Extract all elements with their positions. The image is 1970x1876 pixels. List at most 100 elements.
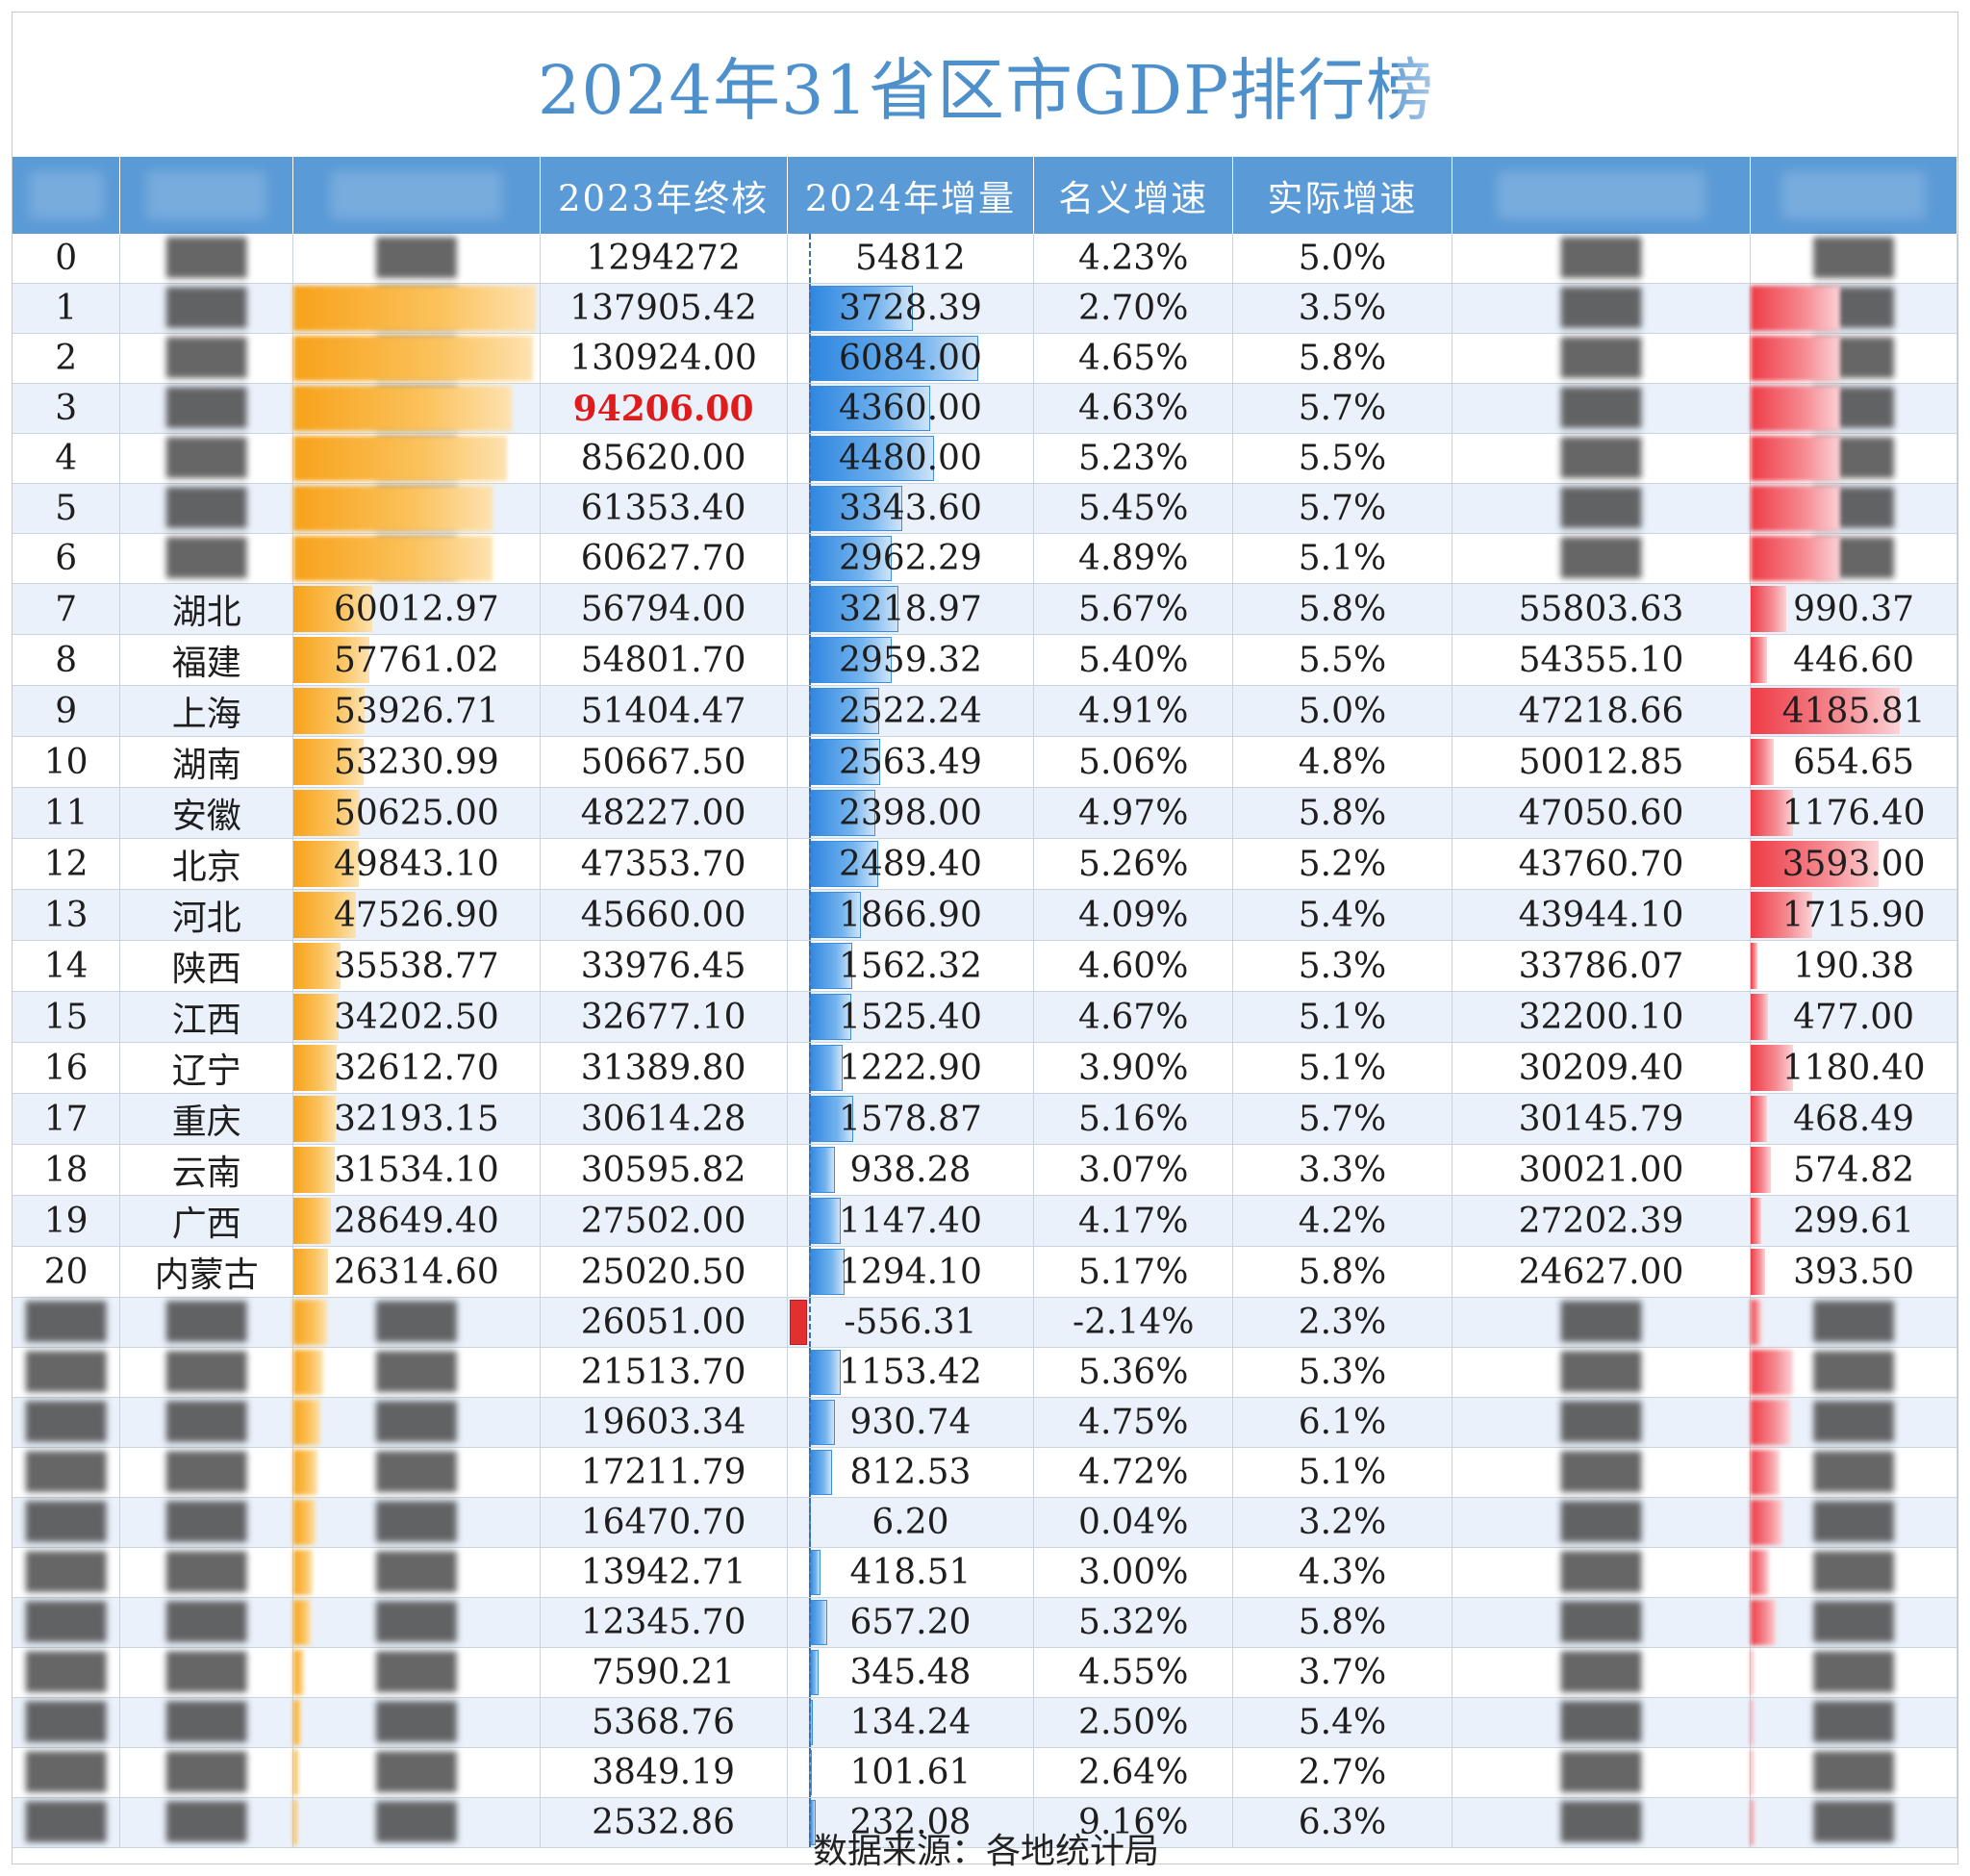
region-cell[interactable]: ███ — [119, 1347, 294, 1398]
region-cell[interactable]: ███ — [119, 483, 294, 534]
nominal-growth-cell[interactable]: 2.70% — [1033, 283, 1234, 334]
increment-cell[interactable]: 418.51 — [787, 1547, 1035, 1598]
real-growth-cell[interactable]: 4.8% — [1232, 736, 1452, 788]
real-growth-cell[interactable]: 6.3% — [1232, 1797, 1452, 1848]
gdp2024-cell[interactable]: 26314.60 — [292, 1246, 541, 1298]
prelim2023-cell[interactable]: ███ — [1452, 1697, 1752, 1748]
revision-cell[interactable]: ███ — [1750, 234, 1957, 284]
revision-cell[interactable]: ███ — [1750, 533, 1957, 584]
real-growth-cell[interactable]: 5.1% — [1232, 1447, 1452, 1498]
increment-cell[interactable]: 2962.29 — [787, 533, 1035, 584]
revision-cell[interactable]: 654.65 — [1750, 736, 1957, 788]
region-cell[interactable]: 北京 — [119, 838, 294, 890]
real-growth-cell[interactable]: 3.7% — [1232, 1647, 1452, 1698]
increment-cell[interactable]: 1294.10 — [787, 1246, 1035, 1298]
real-growth-cell[interactable]: 3.5% — [1232, 283, 1452, 334]
gdp2024-cell[interactable]: ███ — [292, 1297, 541, 1348]
increment-cell[interactable]: 6084.00 — [787, 333, 1035, 384]
nominal-growth-cell[interactable]: 4.55% — [1033, 1647, 1234, 1698]
rank-cell[interactable]: ███ — [13, 1397, 121, 1448]
final2023-cell[interactable]: 137905.42 — [540, 283, 788, 334]
nominal-growth-cell[interactable]: 3.90% — [1033, 1042, 1234, 1094]
header-prelim-2023-blurred[interactable] — [1452, 157, 1752, 234]
revision-cell[interactable]: 990.37 — [1750, 583, 1957, 635]
increment-cell[interactable]: 938.28 — [787, 1144, 1035, 1196]
nominal-growth-cell[interactable]: 5.40% — [1033, 634, 1234, 686]
revision-cell[interactable]: ███ — [1750, 1647, 1957, 1698]
header-increment-2024[interactable]: 2024年增量 — [787, 157, 1035, 234]
gdp2024-cell[interactable]: ███ — [292, 483, 541, 534]
final2023-cell[interactable]: 17211.79 — [540, 1447, 788, 1498]
revision-cell[interactable]: ███ — [1750, 483, 1957, 534]
rank-cell[interactable]: ███ — [13, 1597, 121, 1648]
prelim2023-cell[interactable]: ███ — [1452, 333, 1752, 384]
real-growth-cell[interactable]: 5.5% — [1232, 634, 1452, 686]
real-growth-cell[interactable]: 5.2% — [1232, 838, 1452, 890]
revision-cell[interactable]: ███ — [1750, 1747, 1957, 1798]
prelim2023-cell[interactable]: ███ — [1452, 1347, 1752, 1398]
gdp2024-cell[interactable]: 31534.10 — [292, 1144, 541, 1196]
final2023-cell[interactable]: 130924.00 — [540, 333, 788, 384]
region-cell[interactable]: 安徽 — [119, 787, 294, 839]
revision-cell[interactable]: ███ — [1750, 433, 1957, 484]
increment-cell[interactable]: 1562.32 — [787, 940, 1035, 992]
increment-cell[interactable]: 3343.60 — [787, 483, 1035, 534]
rank-cell[interactable]: 7 — [13, 583, 121, 635]
gdp2024-cell[interactable]: ███ — [292, 1747, 541, 1798]
gdp2024-cell[interactable]: 34202.50 — [292, 991, 541, 1043]
increment-cell[interactable]: 1866.90 — [787, 889, 1035, 941]
revision-cell[interactable]: ███ — [1750, 1497, 1957, 1548]
final2023-cell[interactable]: 60627.70 — [540, 533, 788, 584]
gdp2024-cell[interactable]: 53926.71 — [292, 685, 541, 737]
region-cell[interactable]: ███ — [119, 433, 294, 484]
prelim2023-cell[interactable]: ███ — [1452, 433, 1752, 484]
prelim2023-cell[interactable]: 43760.70 — [1452, 838, 1752, 890]
increment-cell[interactable]: 930.74 — [787, 1397, 1035, 1448]
rank-cell[interactable]: 11 — [13, 787, 121, 839]
prelim2023-cell[interactable]: ███ — [1452, 1747, 1752, 1798]
nominal-growth-cell[interactable]: 5.06% — [1033, 736, 1234, 788]
final2023-cell[interactable]: 12345.70 — [540, 1597, 788, 1648]
nominal-growth-cell[interactable]: 5.45% — [1033, 483, 1234, 534]
final2023-cell[interactable]: 31389.80 — [540, 1042, 788, 1094]
gdp2024-cell[interactable]: ███ — [292, 283, 541, 334]
final2023-cell[interactable]: 27502.00 — [540, 1195, 788, 1247]
prelim2023-cell[interactable]: 33786.07 — [1452, 940, 1752, 992]
region-cell[interactable]: ███ — [119, 1797, 294, 1848]
region-cell[interactable]: 重庆 — [119, 1093, 294, 1145]
real-growth-cell[interactable]: 5.7% — [1232, 383, 1452, 434]
real-growth-cell[interactable]: 5.3% — [1232, 1347, 1452, 1398]
increment-cell[interactable]: 6.20 — [787, 1497, 1035, 1548]
rank-cell[interactable]: 0 — [13, 234, 121, 284]
gdp2024-cell[interactable]: ███ — [292, 1497, 541, 1548]
nominal-growth-cell[interactable]: 4.65% — [1033, 333, 1234, 384]
rank-cell[interactable]: ███ — [13, 1547, 121, 1598]
revision-cell[interactable]: 1715.90 — [1750, 889, 1957, 941]
rank-cell[interactable]: 10 — [13, 736, 121, 788]
real-growth-cell[interactable]: 5.8% — [1232, 583, 1452, 635]
gdp2024-cell[interactable]: 49843.10 — [292, 838, 541, 890]
final2023-cell[interactable]: 61353.40 — [540, 483, 788, 534]
region-cell[interactable]: 江西 — [119, 991, 294, 1043]
nominal-growth-cell[interactable]: 5.67% — [1033, 583, 1234, 635]
increment-cell[interactable]: 4360.00 — [787, 383, 1035, 434]
gdp2024-cell[interactable]: ███ — [292, 383, 541, 434]
rank-cell[interactable]: 18 — [13, 1144, 121, 1196]
revision-cell[interactable]: 4185.81 — [1750, 685, 1957, 737]
final2023-cell[interactable]: 3849.19 — [540, 1747, 788, 1798]
rank-cell[interactable]: 13 — [13, 889, 121, 941]
nominal-growth-cell[interactable]: -2.14% — [1033, 1297, 1234, 1348]
revision-cell[interactable]: ███ — [1750, 333, 1957, 384]
region-cell[interactable]: ███ — [119, 1747, 294, 1798]
increment-cell[interactable]: 3218.97 — [787, 583, 1035, 635]
increment-cell[interactable]: 812.53 — [787, 1447, 1035, 1498]
region-cell[interactable]: 云南 — [119, 1144, 294, 1196]
rank-cell[interactable]: ███ — [13, 1797, 121, 1848]
gdp2024-cell[interactable]: ███ — [292, 1447, 541, 1498]
nominal-growth-cell[interactable]: 5.17% — [1033, 1246, 1234, 1298]
revision-cell[interactable]: ███ — [1750, 1597, 1957, 1648]
final2023-cell[interactable]: 45660.00 — [540, 889, 788, 941]
nominal-growth-cell[interactable]: 9.16% — [1033, 1797, 1234, 1848]
prelim2023-cell[interactable]: 30145.79 — [1452, 1093, 1752, 1145]
real-growth-cell[interactable]: 5.7% — [1232, 1093, 1452, 1145]
